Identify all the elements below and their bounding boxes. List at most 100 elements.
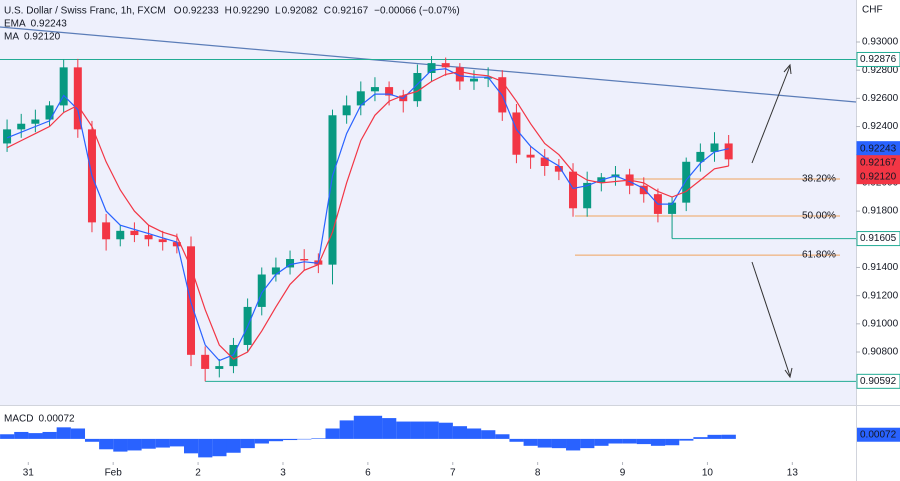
candle-body: [710, 143, 719, 152]
macd-bar: [311, 438, 326, 439]
candle-body: [724, 143, 733, 160]
candle-body: [455, 67, 464, 82]
y-tick-label: 0.91200: [862, 290, 899, 301]
candle-body: [102, 222, 111, 240]
macd-bar: [353, 415, 368, 439]
ohlc-value: 0.92290: [233, 6, 270, 17]
macd-value: 0.00072: [38, 414, 75, 425]
price-label: 0.90592: [860, 376, 897, 387]
macd-bar: [650, 438, 666, 446]
candle-body: [300, 259, 309, 261]
price-label-box: [856, 169, 900, 185]
candle-body: [328, 115, 337, 265]
y-tick-label: 0.91400: [862, 262, 899, 273]
fib-label: 38.20%: [802, 174, 836, 185]
macd-bar: [155, 438, 170, 448]
candle-body: [130, 230, 139, 236]
macd-label: 0.00072: [860, 429, 897, 440]
macd-bar: [396, 421, 411, 439]
arrow-up-head: [783, 63, 792, 75]
candle-body: [682, 161, 691, 203]
candle-body: [271, 267, 280, 275]
candle-body: [215, 366, 224, 369]
macd-bar: [665, 438, 680, 446]
macd-bar: [297, 438, 312, 440]
y-tick-label: 0.91000: [862, 318, 899, 329]
arrow-down: [751, 261, 791, 377]
x-tick-label: 3: [280, 468, 286, 479]
change: −0.00066 (−0.07%): [374, 6, 460, 17]
candle-body: [441, 63, 450, 68]
price-label-box: [856, 373, 900, 389]
candle-body: [73, 67, 82, 130]
currency: CHF: [862, 5, 883, 16]
macd-bar: [509, 438, 524, 442]
candle-body: [59, 67, 68, 106]
macd-bar: [84, 438, 100, 442]
macd-bar: [424, 421, 439, 439]
macd-bar: [523, 438, 538, 446]
macd-label-box: [857, 427, 900, 442]
macd-bar: [198, 438, 213, 458]
legend-value: 0.92243: [31, 19, 68, 30]
price-label-box: [856, 51, 900, 67]
macd-bar: [283, 438, 298, 441]
ohlc-value: 0.92233: [182, 6, 219, 17]
x-tick-label: 7: [450, 468, 456, 479]
macd-bar: [608, 438, 623, 444]
x-tick-label: Feb: [105, 468, 123, 479]
macd-bar: [693, 437, 708, 439]
price-label-box: [856, 231, 900, 247]
macd-name: MACD: [4, 414, 33, 425]
indicator-line: [6, 70, 729, 360]
macd-bar: [636, 438, 651, 445]
legend-value: 0.92120: [24, 32, 61, 43]
macd-bar: [339, 420, 354, 439]
y-tick-label: 0.92800: [862, 65, 899, 76]
macd-bar: [481, 430, 496, 439]
y-tick-label: 0.90800: [862, 347, 899, 358]
candle-body: [569, 171, 578, 209]
macd-bar: [580, 438, 595, 449]
candle-body: [696, 151, 705, 162]
legend-name: MA: [4, 32, 19, 43]
macd-bar: [70, 428, 86, 439]
candle-body: [3, 129, 12, 144]
candle-body: [356, 91, 365, 106]
candle-body: [554, 166, 563, 172]
macd-bar: [184, 438, 199, 454]
macd-bar: [212, 438, 227, 457]
price-label: 0.92876: [860, 54, 897, 65]
y-tick-label: 0.92400: [862, 121, 899, 132]
arrow-up: [751, 65, 791, 164]
candle-body: [116, 230, 125, 240]
x-tick-label: 10: [702, 468, 714, 479]
macd-bar: [169, 438, 185, 447]
macd-bar: [268, 438, 284, 442]
macd-bar: [113, 438, 128, 452]
header: U.S. Dollar / Swiss Franc, 1h, FXCM: [4, 6, 166, 17]
candle-body: [201, 354, 210, 369]
x-tick-label: 13: [787, 468, 799, 479]
y-tick-label: 0.92600: [862, 93, 899, 104]
candle-body: [413, 72, 422, 102]
fib-label: 50.00%: [802, 211, 836, 222]
candle-body: [540, 157, 549, 167]
arrow-down-head: [784, 367, 793, 379]
candle-body: [31, 119, 40, 124]
x-tick-label: 2: [195, 468, 201, 479]
candle-body: [158, 239, 167, 243]
candle-body: [257, 274, 266, 307]
candle-body: [512, 112, 521, 155]
ohlc-key: H: [225, 6, 232, 17]
macd-bar: [14, 431, 29, 439]
ohlc-key: C: [324, 6, 331, 17]
candle-body: [639, 185, 648, 195]
macd-bar: [551, 438, 567, 449]
macd-bar: [452, 426, 468, 439]
macd-bar: [622, 438, 637, 444]
macd-bar: [240, 438, 255, 449]
macd-bar: [367, 415, 383, 439]
candle-body: [526, 154, 535, 158]
